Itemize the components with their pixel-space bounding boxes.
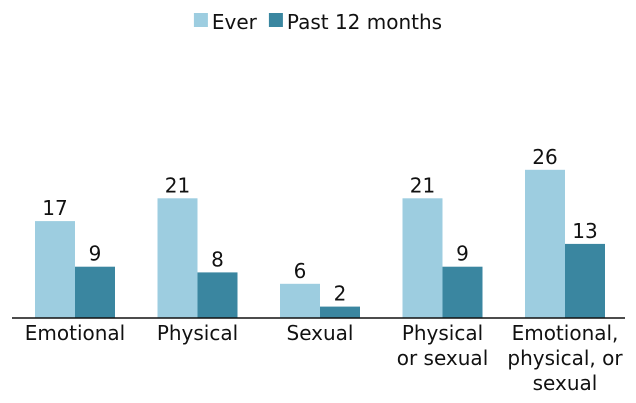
data-label: 8 [211, 247, 224, 271]
category-label: or sexual [397, 346, 489, 370]
legend-label: Past 12 months [287, 10, 442, 34]
category-label: sexual [533, 371, 598, 395]
bar [157, 198, 198, 318]
bar [442, 266, 483, 318]
bar [402, 198, 443, 318]
category-label: Sexual [287, 321, 354, 345]
data-label: 17 [42, 196, 67, 220]
bar [320, 306, 360, 318]
bar [197, 272, 238, 318]
bar [525, 169, 565, 318]
legend-label: Ever [212, 10, 258, 34]
legend-swatch [193, 13, 208, 27]
data-label: 13 [572, 219, 597, 243]
bar [75, 266, 115, 318]
data-label: 21 [410, 173, 435, 197]
data-label: 9 [89, 242, 102, 266]
bar [565, 243, 605, 318]
bar [35, 221, 75, 318]
data-label: 26 [532, 145, 557, 169]
legend-swatch [268, 13, 283, 27]
data-label: 2 [334, 282, 347, 306]
category-label: Physical [157, 321, 238, 345]
data-label: 9 [456, 242, 469, 266]
bar [280, 283, 320, 318]
data-label: 21 [165, 173, 190, 197]
category-label: Physical [402, 321, 483, 345]
data-label: 6 [294, 259, 307, 283]
category-label: physical, or [507, 346, 623, 370]
category-label: Emotional [25, 321, 125, 345]
category-label: Emotional, [512, 321, 619, 345]
